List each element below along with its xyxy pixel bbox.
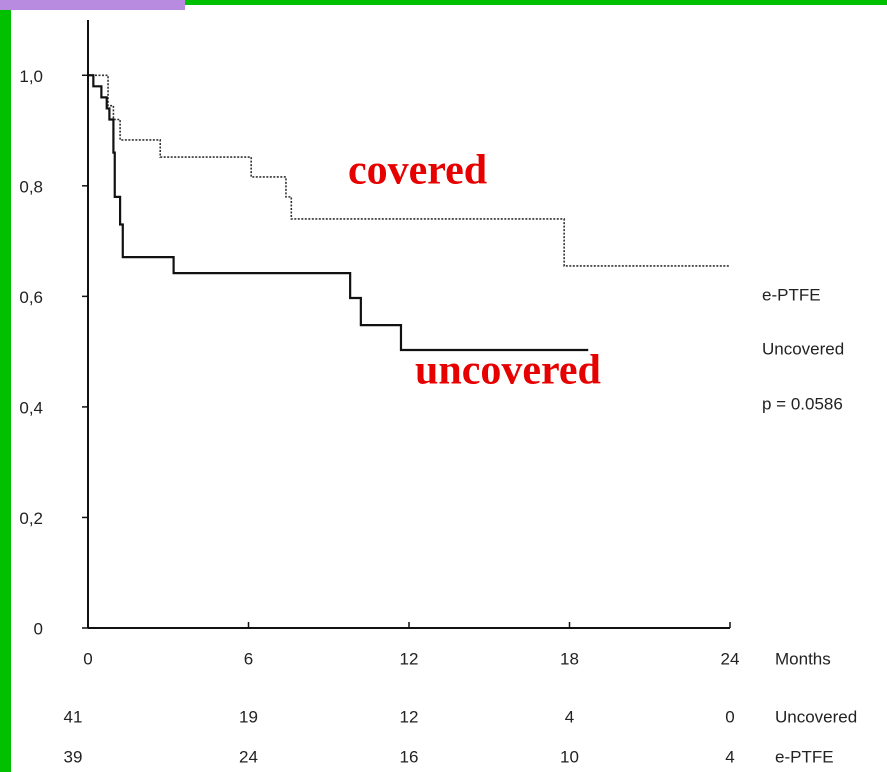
y-tick-label: 0,4: [19, 398, 43, 417]
risk-count: 19: [239, 707, 258, 726]
risk-count: 12: [400, 707, 419, 726]
risk-row-label: e-PTFE: [775, 747, 834, 766]
x-tick-label: 18: [560, 649, 579, 668]
x-tick-label: 6: [244, 649, 253, 668]
annotation: covered: [348, 148, 487, 194]
survival-curve: [88, 74, 589, 352]
x-tick-label: 12: [400, 649, 419, 668]
risk-count: 4: [565, 707, 574, 726]
frame-left: [0, 0, 11, 772]
annotation: uncovered: [415, 348, 601, 394]
p-value: p = 0.0586: [762, 394, 843, 413]
frame-top: [0, 0, 887, 5]
risk-count: 41: [64, 707, 83, 726]
risk-count: 0: [725, 707, 734, 726]
y-tick-label: 1,0: [19, 67, 43, 86]
risk-count: 4: [725, 747, 734, 766]
y-tick-label: 0,6: [19, 288, 43, 307]
x-axis-label: Months: [775, 649, 831, 668]
y-tick-label: 0,8: [19, 177, 43, 196]
risk-count: 39: [64, 747, 83, 766]
risk-count: 24: [239, 747, 258, 766]
risk-row-label: Uncovered: [775, 707, 857, 726]
y-tick-label: 0: [34, 619, 43, 638]
survival-curve: [88, 74, 730, 267]
legend-label: e-PTFE: [762, 285, 821, 304]
legend-label: Uncovered: [762, 339, 844, 358]
risk-count: 16: [400, 747, 419, 766]
y-tick-label: 0,2: [19, 509, 43, 528]
corner-tab: [0, 0, 185, 10]
risk-count: 10: [560, 747, 579, 766]
x-tick-label: 0: [83, 649, 92, 668]
x-tick-label: 24: [721, 649, 740, 668]
